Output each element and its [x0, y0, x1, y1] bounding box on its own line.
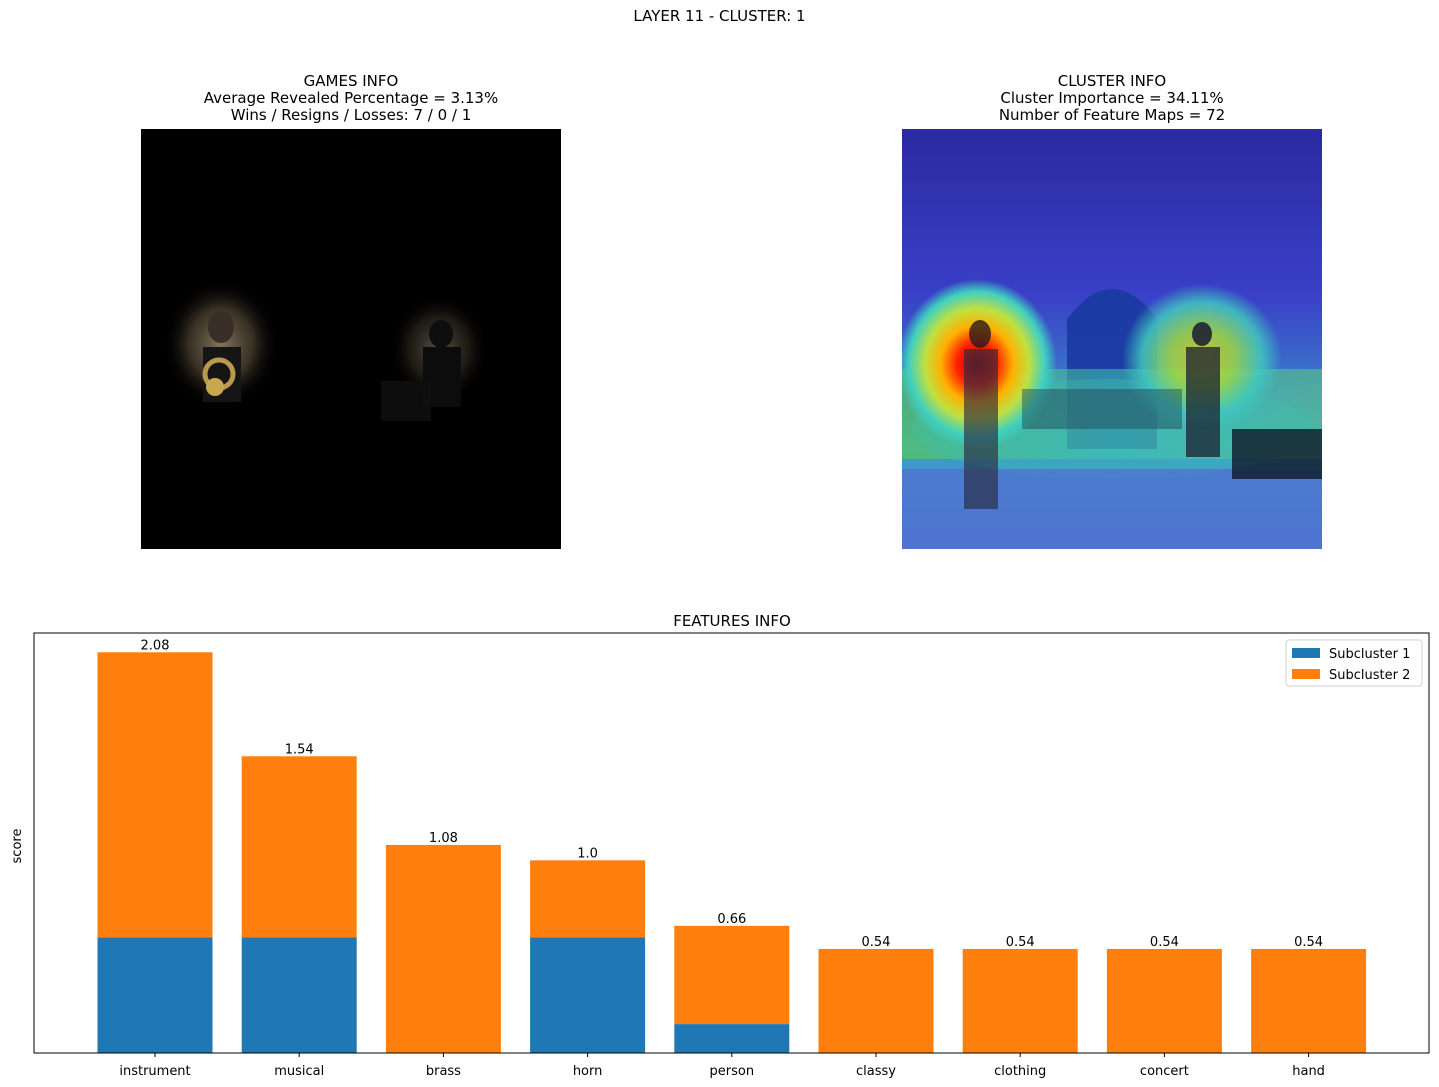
- bar-person-subcluster-2: [674, 925, 790, 1025]
- features-chart: FEATURES INFO score 2.08 1.54 1.08 1.0 0.66 0…: [10, 612, 1430, 1079]
- chart-title: FEATURES INFO: [673, 612, 791, 630]
- bar-total-labels: 2.08 1.54 1.08 1.0 0.66 0.54 0.54 0.54 0.54: [141, 638, 1324, 950]
- bar-total-label-horn: 1.0: [577, 846, 598, 861]
- bar-total-label-clothing: 0.54: [1006, 935, 1035, 950]
- bar-musical-subcluster-1: [241, 937, 357, 1053]
- x-tick-label-clothing: clothing: [994, 1064, 1046, 1079]
- legend-swatch-subcluster-2: [1292, 669, 1320, 679]
- bar-clothing-subcluster-2: [962, 948, 1078, 1053]
- games-info-title: GAMES INFO Average Revealed Percentage =…: [141, 73, 561, 124]
- figure-title: LAYER 11 - CLUSTER: 1: [633, 7, 806, 25]
- x-tick-label-instrument: instrument: [119, 1064, 190, 1079]
- x-tick-label-horn: horn: [573, 1064, 603, 1079]
- bar-total-label-classy: 0.54: [862, 935, 891, 950]
- bar-total-label-instrument: 2.08: [141, 638, 170, 653]
- bar-hand-subcluster-2: [1251, 948, 1367, 1053]
- cluster-info-title: CLUSTER INFO Cluster Importance = 34.11%…: [902, 73, 1322, 124]
- bar-instrument-subcluster-2: [97, 652, 213, 938]
- bar-concert-subcluster-2: [1106, 948, 1222, 1053]
- bar-total-label-person: 0.66: [717, 912, 746, 927]
- bar-musical-subcluster-2: [241, 756, 357, 938]
- bar-horn-subcluster-2: [530, 860, 646, 938]
- average-revealed-percentage: Average Revealed Percentage = 3.13%: [203, 89, 499, 107]
- bar-classy-subcluster-2: [818, 948, 934, 1053]
- x-tick-label-hand: hand: [1292, 1064, 1325, 1079]
- bar-total-label-musical: 1.54: [285, 742, 314, 757]
- legend-swatch-subcluster-1: [1292, 648, 1320, 658]
- cluster-importance: Cluster Importance = 34.11%: [1000, 89, 1224, 107]
- legend-label-subcluster-1: Subcluster 1: [1329, 647, 1410, 662]
- cluster-info-heading: CLUSTER INFO: [1057, 72, 1167, 90]
- number-of-feature-maps: Number of Feature Maps = 72: [998, 106, 1226, 124]
- legend-label-subcluster-2: Subcluster 2: [1329, 668, 1410, 683]
- revealed-patches-graphic: [141, 129, 561, 549]
- x-tick-label-musical: musical: [274, 1064, 324, 1079]
- legend: Subcluster 1 Subcluster 2: [1285, 639, 1423, 687]
- x-tick-label-classy: classy: [856, 1064, 896, 1079]
- bar-instrument-subcluster-1: [97, 937, 213, 1053]
- x-tick-labels: instrument musical brass horn person classy cl…: [119, 1053, 1325, 1079]
- bar-total-label-concert: 0.54: [1150, 935, 1179, 950]
- bar-brass-subcluster-2: [385, 844, 501, 1053]
- bar-total-label-brass: 1.08: [429, 831, 458, 846]
- bar-horn-subcluster-1: [530, 937, 646, 1053]
- revealed-patches-image: [141, 129, 561, 549]
- cluster-heatmap-image: [902, 129, 1322, 549]
- bar-person-subcluster-1: [674, 1024, 790, 1053]
- x-tick-label-brass: brass: [426, 1064, 461, 1079]
- y-axis-label: score: [10, 829, 25, 864]
- wins-resigns-losses: Wins / Resigns / Losses: 7 / 0 / 1: [230, 106, 472, 124]
- plot-area-frame: [33, 632, 1430, 1054]
- bar-total-label-hand: 0.54: [1294, 935, 1323, 950]
- x-tick-label-person: person: [710, 1064, 755, 1079]
- bars-layer: [97, 652, 1367, 1053]
- cluster-heatmap-graphic: [902, 129, 1322, 549]
- x-tick-label-concert: concert: [1140, 1064, 1189, 1079]
- games-info-heading: GAMES INFO: [303, 72, 399, 90]
